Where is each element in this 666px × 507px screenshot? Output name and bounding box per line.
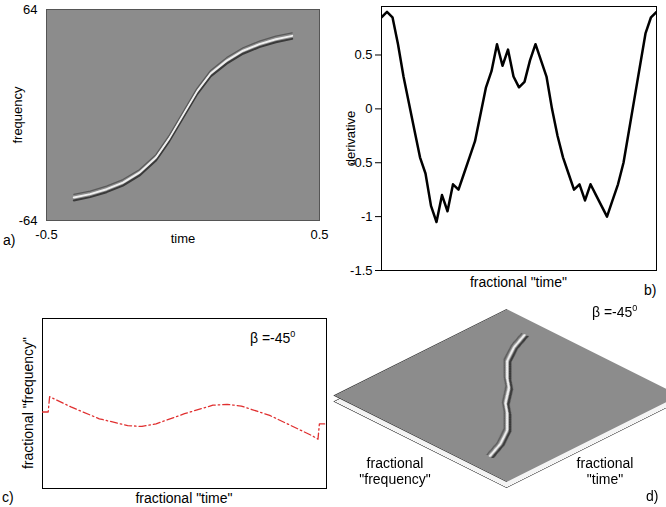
svg-text:0.5: 0.5 <box>310 227 328 242</box>
html-text:fractional "frequency": fractional "frequency" <box>20 336 36 470</box>
html-text:β =-45: β =-45 <box>592 303 633 320</box>
html-text:b): b) <box>644 282 657 298</box>
svg-text:64: 64 <box>23 2 37 17</box>
svg-text:-1.5: -1.5 <box>350 263 372 278</box>
html-text:d): d) <box>646 488 659 504</box>
html-text:a): a) <box>3 232 16 248</box>
html-text:0: 0 <box>632 303 638 313</box>
svg-text:-0.5: -0.5 <box>35 227 57 242</box>
html-text:0: 0 <box>290 329 296 339</box>
svg-text:0: 0 <box>365 101 372 116</box>
svg-text:-1: -1 <box>361 209 373 224</box>
svg-text:frequency: frequency <box>10 86 25 144</box>
html-text:β =-45: β =-45 <box>250 329 291 346</box>
svg-text:time: time <box>171 231 196 246</box>
html-text:fractional "time": fractional "time" <box>576 455 634 487</box>
svg-text:0.5: 0.5 <box>354 47 372 62</box>
svg-text:-64: -64 <box>19 213 38 228</box>
svg-text:derivative: derivative <box>343 111 358 167</box>
svg-text:-0.5: -0.5 <box>350 154 373 170</box>
html-text:fractional "time": fractional "time" <box>135 490 233 506</box>
html-text:fractional "frequency": fractional "frequency" <box>359 455 431 487</box>
html-text:fractional "time": fractional "time" <box>470 274 567 290</box>
html-text:c): c) <box>2 489 14 505</box>
